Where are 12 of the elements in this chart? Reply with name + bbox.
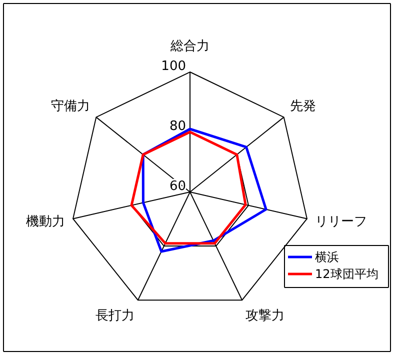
spoke-label: 守備力 xyxy=(50,99,90,114)
legend-label: 横浜 xyxy=(315,250,339,264)
legend-label: 12球団平均 xyxy=(315,267,378,281)
y-tick-label: 100 xyxy=(161,59,186,74)
y-tick-label: 60 xyxy=(169,179,186,194)
spoke-label: 長打力 xyxy=(95,308,134,324)
spoke-label: 機動力 xyxy=(26,214,66,230)
spoke-label: 攻撃力 xyxy=(246,308,285,324)
spoke-label: 先発 xyxy=(290,99,316,114)
y-tick-label: 80 xyxy=(169,119,186,134)
spoke-label: リリーフ xyxy=(314,214,367,230)
spoke-label: 総合力 xyxy=(170,39,210,54)
